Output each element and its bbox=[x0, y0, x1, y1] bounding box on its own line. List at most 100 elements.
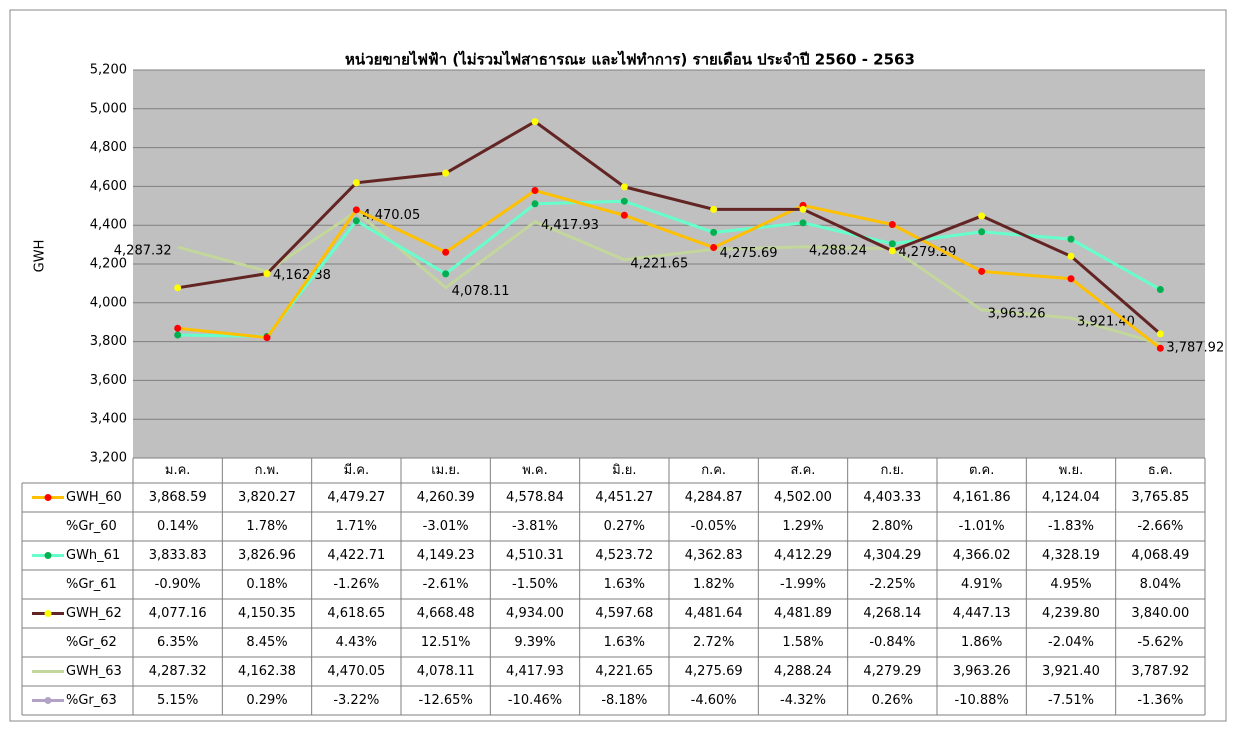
marker bbox=[710, 244, 718, 252]
table-cell: 3,868.59 bbox=[149, 490, 207, 505]
table-cell: 4,510.31 bbox=[506, 548, 564, 563]
table-cell: 4,288.24 bbox=[774, 664, 832, 679]
data-label: 4,288.24 bbox=[809, 243, 867, 258]
series-line bbox=[177, 119, 1162, 335]
marker bbox=[174, 284, 182, 292]
row-label: GWH_60 bbox=[66, 490, 122, 505]
table-cell: 3,840.00 bbox=[1131, 606, 1189, 621]
table-cell: -5.62% bbox=[1137, 635, 1183, 650]
marker bbox=[978, 212, 986, 220]
marker bbox=[531, 187, 539, 195]
row-label: GWH_62 bbox=[66, 606, 122, 621]
table-cell: 4,328.19 bbox=[1042, 548, 1100, 563]
marker bbox=[442, 270, 450, 278]
table-cell: 1.58% bbox=[782, 635, 823, 650]
table-cell: 4.91% bbox=[961, 577, 1002, 592]
table-cell: 4,481.64 bbox=[685, 606, 743, 621]
marker bbox=[531, 200, 539, 208]
x-tick-label: มี.ค. bbox=[344, 462, 370, 478]
marker bbox=[799, 205, 807, 213]
table-cell: 4,161.86 bbox=[953, 490, 1011, 505]
table-cell: -1.26% bbox=[333, 577, 379, 592]
table-cell: 4,417.93 bbox=[506, 664, 564, 679]
legend-key-marker bbox=[44, 610, 52, 617]
x-tick-label: ก.ย. bbox=[880, 463, 904, 478]
table-cell: -3.22% bbox=[333, 693, 379, 708]
table-cell: 1.78% bbox=[246, 519, 287, 534]
table-cell: -2.66% bbox=[1137, 519, 1183, 534]
marker bbox=[1156, 286, 1164, 294]
marker bbox=[352, 206, 360, 214]
marker bbox=[263, 270, 271, 278]
data-label: 4,287.32 bbox=[114, 244, 172, 259]
data-label: 4,078.11 bbox=[452, 284, 510, 299]
table-cell: -0.90% bbox=[155, 577, 201, 592]
row-label: %Gr_62 bbox=[66, 635, 117, 650]
x-tick-label: เม.ย. bbox=[431, 463, 460, 478]
table-cell: -1.99% bbox=[780, 577, 826, 592]
table-cell: 2.80% bbox=[872, 519, 913, 534]
marker bbox=[174, 324, 182, 332]
table-cell: -7.51% bbox=[1048, 693, 1094, 708]
y-tick-label: 3,200 bbox=[90, 451, 127, 466]
table-cell: 1.63% bbox=[604, 577, 645, 592]
table-cell: 4,934.00 bbox=[506, 606, 564, 621]
marker bbox=[1067, 235, 1075, 243]
x-tick-label: มิ.ย. bbox=[612, 463, 636, 478]
table-cell: -1.36% bbox=[1137, 693, 1183, 708]
table-cell: 4,578.84 bbox=[506, 490, 564, 505]
y-tick-label: 5,000 bbox=[90, 101, 127, 116]
table-cell: 2.72% bbox=[693, 635, 734, 650]
marker bbox=[442, 248, 450, 256]
table-cell: -3.81% bbox=[512, 519, 558, 534]
table-cell: 3,833.83 bbox=[149, 548, 207, 563]
table-cell: 4,447.13 bbox=[953, 606, 1011, 621]
table-cell: 4.95% bbox=[1050, 577, 1091, 592]
table-cell: 0.27% bbox=[604, 519, 645, 534]
marker bbox=[174, 331, 182, 339]
table-cell: -8.18% bbox=[601, 693, 647, 708]
marker bbox=[1156, 344, 1164, 352]
marker bbox=[888, 247, 896, 255]
table-cell: 4,618.65 bbox=[327, 606, 385, 621]
x-tick-label: ก.พ. bbox=[255, 463, 280, 478]
table-cell: 4,275.69 bbox=[685, 664, 743, 679]
x-tick-label: พ.ค. bbox=[522, 463, 548, 478]
marker bbox=[620, 183, 628, 191]
table-cell: -2.25% bbox=[869, 577, 915, 592]
marker bbox=[620, 211, 628, 219]
table-cell: 1.71% bbox=[336, 519, 377, 534]
table-cell: 4,403.33 bbox=[863, 490, 921, 505]
y-tick-label: 4,400 bbox=[90, 218, 127, 233]
y-axis-label: GWH bbox=[33, 240, 48, 273]
series-line bbox=[177, 199, 1162, 338]
y-tick-label: 4,800 bbox=[90, 140, 127, 155]
table-cell: 4,366.02 bbox=[953, 548, 1011, 563]
legend-key-marker bbox=[44, 552, 52, 559]
table-cell: 4,078.11 bbox=[417, 664, 475, 679]
table-cell: -0.05% bbox=[691, 519, 737, 534]
marker bbox=[978, 228, 986, 236]
x-tick-label: ก.ค. bbox=[701, 463, 726, 478]
table-cell: 6.35% bbox=[157, 635, 198, 650]
table-cell: 4,260.39 bbox=[417, 490, 475, 505]
data-label: 4,221.65 bbox=[630, 256, 688, 271]
table-cell: 4,068.49 bbox=[1131, 548, 1189, 563]
series-line bbox=[177, 209, 1161, 346]
table-cell: 0.18% bbox=[246, 577, 287, 592]
row-label: %Gr_61 bbox=[66, 577, 117, 592]
row-label: GWh_61 bbox=[66, 548, 120, 563]
table-cell: -1.01% bbox=[959, 519, 1005, 534]
table-cell: 4,124.04 bbox=[1042, 490, 1100, 505]
marker bbox=[710, 205, 718, 213]
table-cell: 4,279.29 bbox=[863, 664, 921, 679]
table-cell: 4,287.32 bbox=[149, 664, 207, 679]
x-tick-label: ส.ค. bbox=[791, 463, 816, 478]
marker bbox=[352, 217, 360, 225]
series-line bbox=[177, 188, 1162, 350]
table-cell: 1.29% bbox=[782, 519, 823, 534]
table-cell: 8.04% bbox=[1140, 577, 1181, 592]
table-cell: 5.15% bbox=[157, 693, 198, 708]
table-cell: 4,668.48 bbox=[417, 606, 475, 621]
